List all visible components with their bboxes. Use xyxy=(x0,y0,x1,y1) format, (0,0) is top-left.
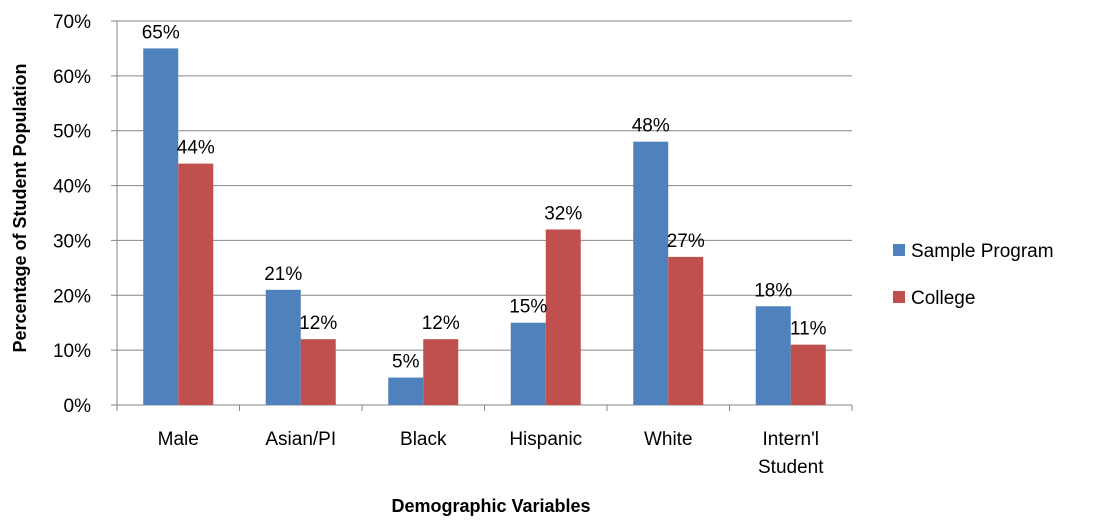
legend-swatch xyxy=(893,291,905,303)
data-label: 18% xyxy=(754,280,792,301)
y-tick-label: 50% xyxy=(53,122,91,143)
y-tick-label: 0% xyxy=(64,396,92,417)
gridlines xyxy=(111,20,853,411)
bar xyxy=(790,344,826,405)
legend-swatch xyxy=(893,244,905,256)
data-label: 11% xyxy=(790,319,827,340)
x-tick-label: Intern'l Student xyxy=(758,429,824,478)
y-tick-label: 20% xyxy=(53,286,91,307)
x-tick-label: Male xyxy=(158,429,199,450)
legend-item: College xyxy=(893,288,975,309)
y-tick-label: 60% xyxy=(53,67,91,88)
legend-item: Sample Program xyxy=(893,241,1054,262)
data-label: 12% xyxy=(422,313,460,334)
x-tick-label: Black xyxy=(400,429,447,450)
legend-label: Sample Program xyxy=(911,241,1054,262)
legend-label: College xyxy=(911,288,975,309)
data-label: 15% xyxy=(509,297,547,318)
data-label: 32% xyxy=(544,203,582,224)
bars xyxy=(143,48,826,406)
x-axis-title: Demographic Variables xyxy=(391,496,590,516)
y-tick-label: 10% xyxy=(53,341,91,362)
y-axis-ticks: 0% 10% 20% 30% 40% 50% 60% 70% xyxy=(53,12,91,417)
y-tick-label: 40% xyxy=(53,177,91,198)
y-tick-label: 70% xyxy=(53,12,91,33)
bar xyxy=(143,48,179,406)
data-label: 12% xyxy=(299,313,337,334)
bar xyxy=(388,377,424,405)
data-labels: 65% 21% 5% 15% 48% 18% 44% 12% 12% 32% 27% 11% xyxy=(142,22,827,372)
data-label: 48% xyxy=(632,116,670,137)
y-axis-title: Percentage of Student Population xyxy=(10,63,30,352)
bar xyxy=(423,339,459,405)
legend: Sample Program College xyxy=(893,241,1054,309)
x-tick-label: Asian/PI xyxy=(265,429,336,450)
data-label: 27% xyxy=(667,231,705,252)
bar xyxy=(265,289,301,405)
bar xyxy=(755,306,791,405)
bar xyxy=(178,163,214,405)
data-label: 21% xyxy=(264,264,302,285)
data-label: 5% xyxy=(392,352,420,373)
bar xyxy=(668,256,704,405)
y-tick-label: 30% xyxy=(53,231,91,252)
bar xyxy=(633,141,669,405)
bar xyxy=(300,339,336,405)
x-axis-ticks: Male Asian/PI Black Hispanic White Intern'l St… xyxy=(158,429,825,478)
x-tick-label: Hispanic xyxy=(509,429,582,450)
bar xyxy=(545,229,581,405)
bar xyxy=(510,322,546,405)
data-label: 44% xyxy=(177,138,215,159)
x-tick-label: White xyxy=(644,429,693,450)
data-label: 65% xyxy=(142,22,180,43)
